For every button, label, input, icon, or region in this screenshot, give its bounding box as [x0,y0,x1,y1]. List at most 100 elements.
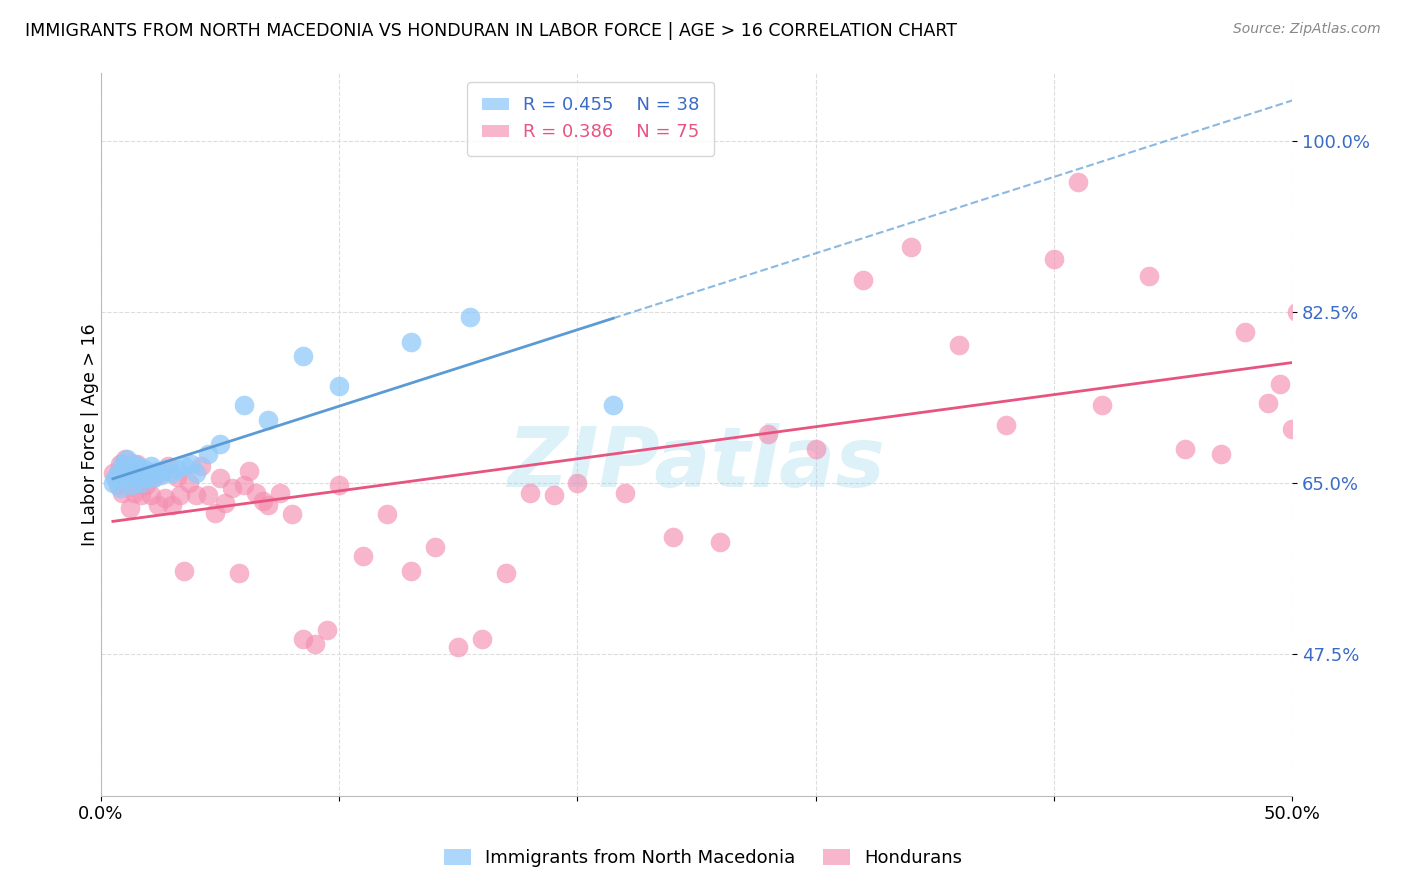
Point [209,437,232,451]
Point [197,447,219,461]
Point [204,506,226,520]
Point [661,530,683,544]
Point [1285,305,1308,319]
Point [804,442,827,456]
Point [114,451,136,466]
Point [328,478,350,492]
Point [186,467,208,481]
Point [118,467,141,481]
Point [352,549,374,564]
Point [245,486,267,500]
Point [209,471,232,485]
Point [292,349,315,363]
Point [709,534,731,549]
Text: IMMIGRANTS FROM NORTH MACEDONIA VS HONDURAN IN LABOR FORCE | AGE > 16 CORRELATIO: IMMIGRANTS FROM NORTH MACEDONIA VS HONDU… [25,22,957,40]
Point [269,486,291,500]
Point [121,478,143,492]
Point [125,471,148,485]
Point [128,476,150,491]
Point [162,467,184,481]
Point [128,467,150,481]
Point [121,467,143,481]
Point [423,540,446,554]
Legend: R = 0.455    N = 38, R = 0.386    N = 75: R = 0.455 N = 38, R = 0.386 N = 75 [467,82,714,156]
Point [179,476,201,491]
Point [135,478,157,492]
Point [852,273,875,287]
Point [107,478,129,492]
Point [1090,398,1112,412]
Point [155,461,177,475]
Point [304,637,326,651]
Point [1209,447,1232,461]
Point [138,467,160,481]
Point [602,398,624,412]
Point [1137,269,1160,284]
Point [149,468,172,483]
Y-axis label: In Labor Force | Age > 16: In Labor Force | Age > 16 [82,323,98,546]
Point [169,488,191,502]
Point [107,467,129,481]
Point [186,488,208,502]
Point [180,457,202,471]
Point [114,458,136,473]
Point [543,488,565,502]
Point [142,471,165,485]
Point [256,413,278,427]
Point [221,481,243,495]
Point [214,496,236,510]
Point [447,640,470,655]
Point [1270,376,1292,391]
Point [115,451,138,466]
Text: Source: ZipAtlas.com: Source: ZipAtlas.com [1233,22,1381,37]
Point [190,458,212,473]
Point [458,310,481,325]
Point [108,481,131,495]
Point [1257,396,1279,410]
Point [132,461,155,475]
Point [519,486,541,500]
Point [1233,325,1256,339]
Point [139,458,162,473]
Point [114,471,136,485]
Point [471,632,494,647]
Point [124,486,146,500]
Point [1067,175,1090,189]
Point [131,488,153,502]
Point [155,491,177,505]
Point [101,467,124,481]
Point [232,478,254,492]
Point [1281,422,1303,436]
Point [145,465,167,479]
Point [131,476,153,491]
Point [111,457,134,471]
Point [328,378,350,392]
Point [125,457,148,471]
Point [146,498,169,512]
Point [900,240,922,254]
Legend: Immigrants from North Macedonia, Hondurans: Immigrants from North Macedonia, Hondura… [437,841,969,874]
Point [108,457,131,471]
Point [166,470,188,484]
Point [138,468,160,483]
Point [121,465,143,479]
Point [375,508,398,522]
Point [111,486,134,500]
Point [614,486,637,500]
Point [162,498,184,512]
Point [166,461,188,475]
Point [135,471,157,485]
Point [232,398,254,412]
Point [149,467,172,481]
Point [567,476,589,491]
Point [495,566,517,580]
Point [173,564,195,578]
Point [104,471,127,485]
Point [995,417,1018,432]
Point [1043,252,1066,266]
Point [101,476,124,491]
Point [238,465,260,479]
Point [292,632,315,647]
Point [316,623,339,637]
Point [252,493,274,508]
